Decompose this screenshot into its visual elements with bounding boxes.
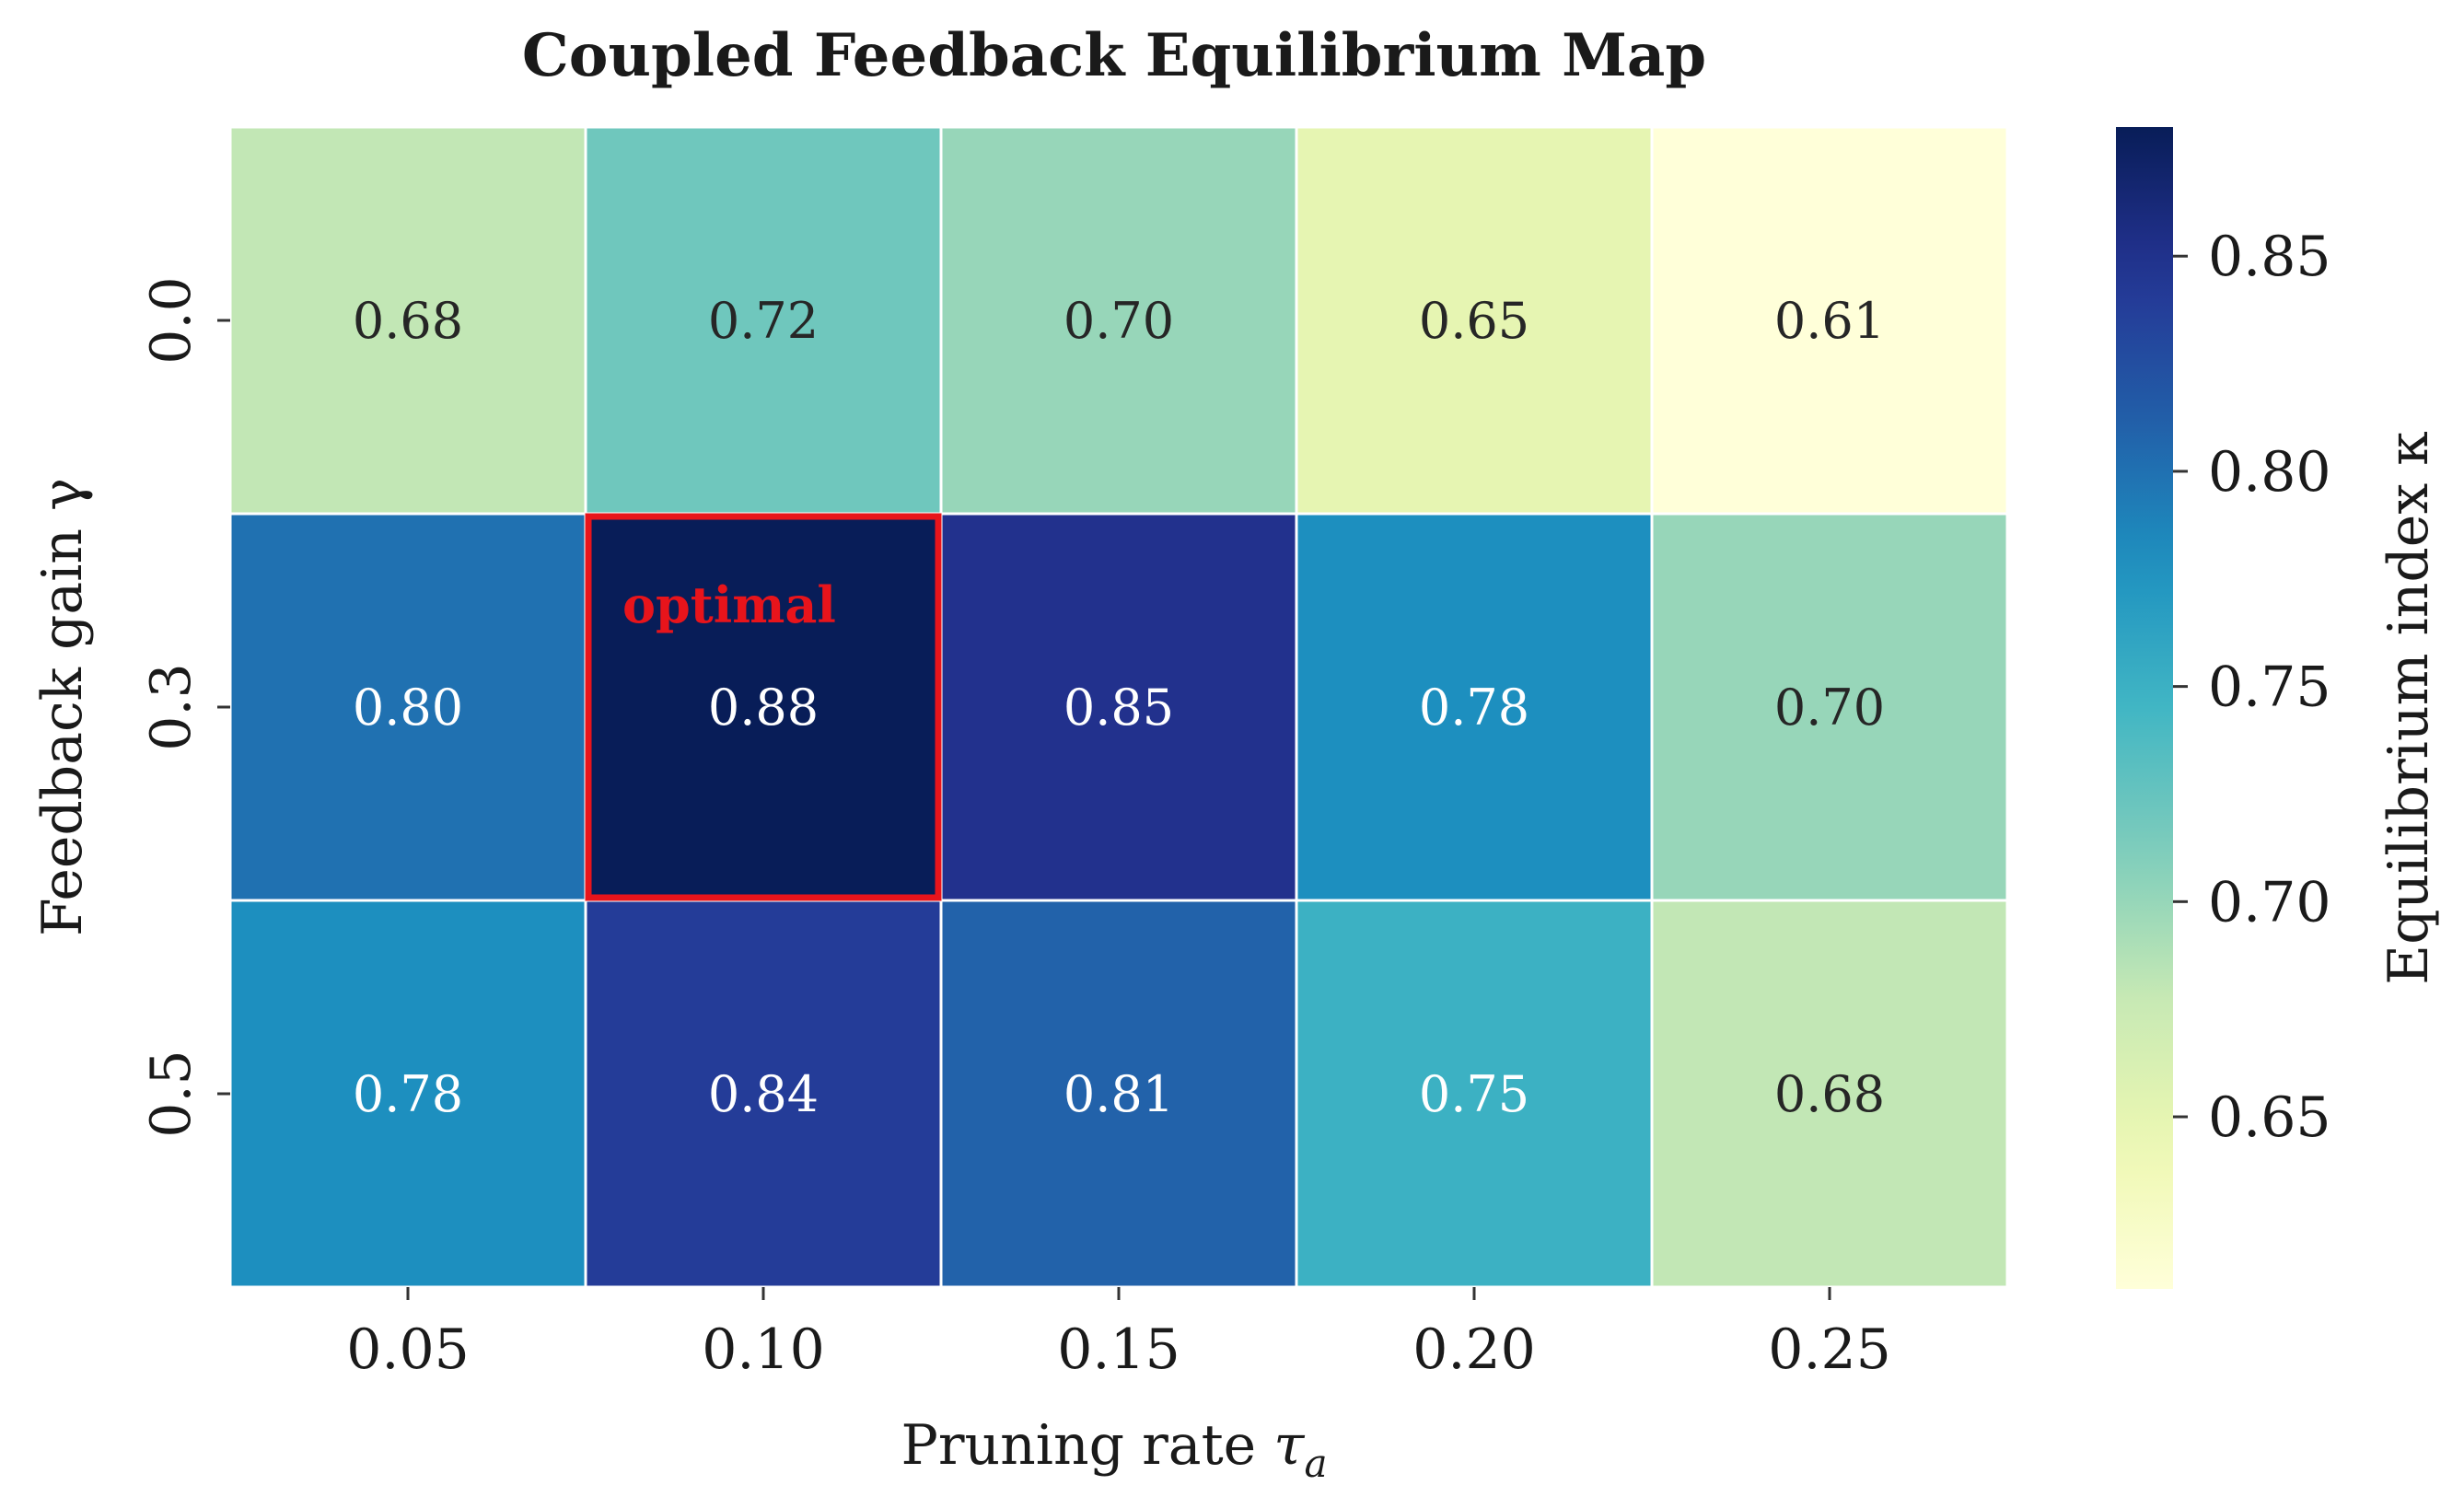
x-tick-label: 0.25	[1768, 1317, 1891, 1382]
x-axis-label-text: Pruning rate	[901, 1413, 1256, 1478]
cell-value-label: 0.68	[353, 292, 463, 350]
heatmap-cell-r0-c2	[939, 125, 1298, 516]
colorbar-tick-label: 0.85	[2208, 225, 2331, 289]
heatmap-cell-r1-c4	[1650, 512, 2009, 902]
x-tick-label: 0.05	[346, 1317, 470, 1382]
heatmap-cell-r1-c2	[939, 512, 1298, 902]
cell-value-label: 0.81	[1063, 1065, 1174, 1123]
y-axis-ticks: 0.0 0.3 0.5	[139, 276, 230, 1138]
heatmap-cell-r0-c1	[584, 125, 943, 516]
chart-title: Coupled Feedback Equilibrium Map	[522, 21, 1706, 90]
cell-value-label: 0.68	[1774, 1065, 1885, 1123]
x-tick-label: 0.15	[1057, 1317, 1180, 1382]
heatmap-cell-r2-c2	[939, 899, 1298, 1289]
heatmap-cell-r0-c3	[1295, 125, 1654, 516]
x-axis-label-symbol: τ	[1273, 1413, 1305, 1478]
heatmap-cell-r1-c0	[228, 512, 587, 902]
colorbar-ticks: 0.65 0.70 0.75 0.80 0.85	[2173, 225, 2331, 1150]
x-tick-label: 0.10	[702, 1317, 825, 1382]
colorbar-tick-label: 0.70	[2208, 870, 2331, 934]
cell-value-label: 0.72	[708, 292, 819, 350]
heatmap-cell-r2-c3	[1295, 899, 1654, 1289]
cell-value-label: 0.61	[1774, 292, 1885, 350]
x-axis-ticks: 0.05 0.10 0.15 0.20 0.25	[346, 1287, 1891, 1382]
optimal-highlight-box	[585, 513, 942, 901]
x-axis-label-subscript: a	[1304, 1441, 1327, 1486]
cell-value-label: 0.85	[1063, 679, 1174, 737]
heatmap-cell-r2-c4	[1650, 899, 2009, 1289]
y-axis-label: Feedback gain γ	[30, 478, 95, 936]
cell-value-label: 0.80	[353, 679, 463, 737]
y-tick-label: 0.3	[139, 663, 203, 750]
colorbar-label: Equilibrium index κ	[2377, 431, 2441, 984]
colorbar-tick-label: 0.75	[2208, 656, 2331, 720]
x-tick-label: 0.20	[1412, 1317, 1536, 1382]
colorbar	[2116, 127, 2173, 1289]
x-axis-label: Pruning rate τa	[901, 1413, 1327, 1486]
y-tick-label: 0.0	[139, 276, 203, 364]
cell-value-label: 0.78	[353, 1065, 463, 1123]
colorbar-tick-label: 0.80	[2208, 440, 2331, 505]
optimal-annotation: optimal	[622, 575, 836, 634]
cell-value-label: 0.88	[708, 679, 819, 737]
heatmap-cell-labels: 0.68 0.72 0.70 0.65 0.61 0.80 0.88 0.85 0.78 0.70…	[353, 292, 1885, 1123]
colorbar-tick-label: 0.65	[2208, 1085, 2331, 1150]
cell-value-label: 0.84	[708, 1065, 819, 1123]
highlight-group: optimal	[585, 513, 942, 901]
cell-value-label: 0.70	[1774, 679, 1885, 737]
cell-value-label: 0.65	[1419, 292, 1529, 350]
heatmap-cells	[228, 125, 2009, 1289]
heatmap-cell-r2-c1	[584, 899, 943, 1289]
y-tick-label: 0.5	[139, 1050, 203, 1137]
cell-value-label: 0.70	[1063, 292, 1174, 350]
heatmap-cell-r0-c0	[228, 125, 587, 516]
heatmap-cell-r0-c4	[1650, 125, 2009, 516]
cell-value-label: 0.75	[1419, 1065, 1529, 1123]
cell-value-label: 0.78	[1419, 679, 1529, 737]
